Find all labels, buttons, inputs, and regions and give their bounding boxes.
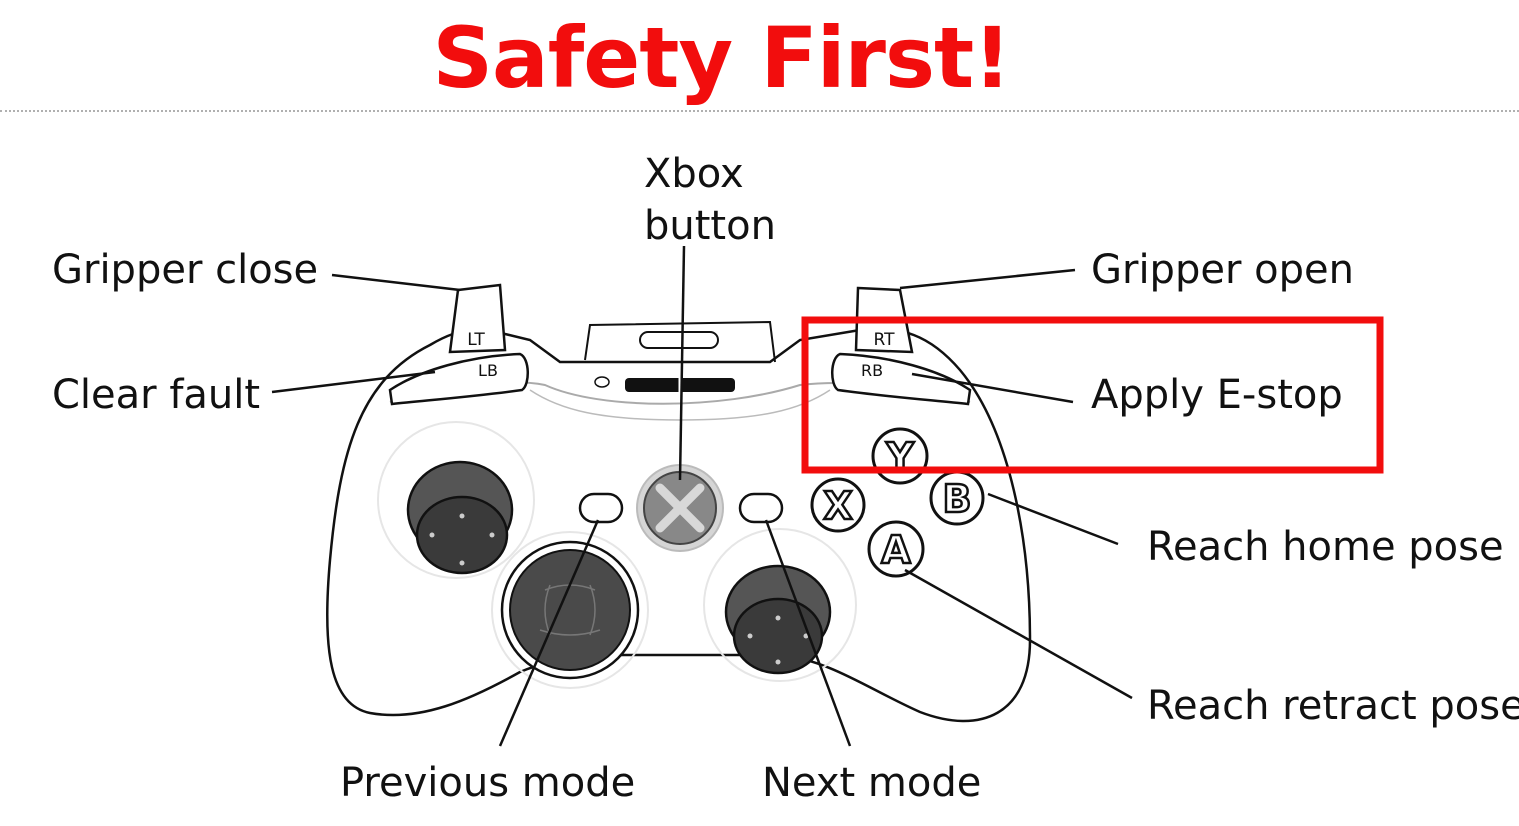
face-button-x: X xyxy=(810,477,866,533)
leader-previous-mode xyxy=(498,519,600,747)
label-gripper-close: Gripper close xyxy=(52,247,319,293)
face-button-b-label: B xyxy=(943,477,972,521)
label-reach-retract-pose: Reach retract pose xyxy=(1147,683,1519,729)
label-xbox-line1: Xbox xyxy=(644,151,744,197)
dotted-divider xyxy=(0,110,1519,112)
face-button-a: A xyxy=(867,520,925,578)
label-reach-home-pose: Reach home pose xyxy=(1147,524,1504,570)
page-title: Safety First! xyxy=(432,9,1012,107)
label-xbox-line2: button xyxy=(644,203,776,249)
leader-lines xyxy=(271,245,1133,747)
label-apply-estop: Apply E-stop xyxy=(1091,372,1343,418)
leader-apply-estop xyxy=(911,372,1074,404)
face-button-b: B xyxy=(929,470,985,526)
label-previous-mode: Previous mode xyxy=(340,760,636,806)
leader-xbox-button xyxy=(678,245,686,481)
bumper-lb: LB xyxy=(388,352,529,406)
face-button-y: Y xyxy=(871,427,929,485)
label-gripper-open: Gripper open xyxy=(1091,247,1354,293)
leader-clear-fault xyxy=(271,370,436,394)
bumper-rb-label: RB xyxy=(861,361,883,380)
right-thumbstick xyxy=(703,528,857,682)
estop-highlight-box xyxy=(801,316,1384,474)
trigger-rt-label: RT xyxy=(874,330,896,350)
leader-gripper-close xyxy=(331,273,461,292)
label-clear-fault: Clear fault xyxy=(52,372,261,418)
left-thumbstick xyxy=(377,421,535,579)
trigger-lt: LT xyxy=(448,283,507,354)
trigger-lt-label: LT xyxy=(467,330,485,350)
leader-reach-retract xyxy=(904,568,1133,700)
label-next-mode: Next mode xyxy=(762,760,982,806)
leader-next-mode xyxy=(764,519,852,747)
back-button xyxy=(578,492,624,524)
start-button xyxy=(738,492,784,524)
leader-gripper-open xyxy=(899,268,1076,290)
face-button-x-label: X xyxy=(823,484,852,528)
leader-reach-home xyxy=(987,492,1119,546)
face-button-a-label: A xyxy=(881,528,911,572)
bumper-rb: RB xyxy=(831,352,972,406)
d-pad xyxy=(491,531,649,689)
bumper-lb-label: LB xyxy=(478,361,498,380)
